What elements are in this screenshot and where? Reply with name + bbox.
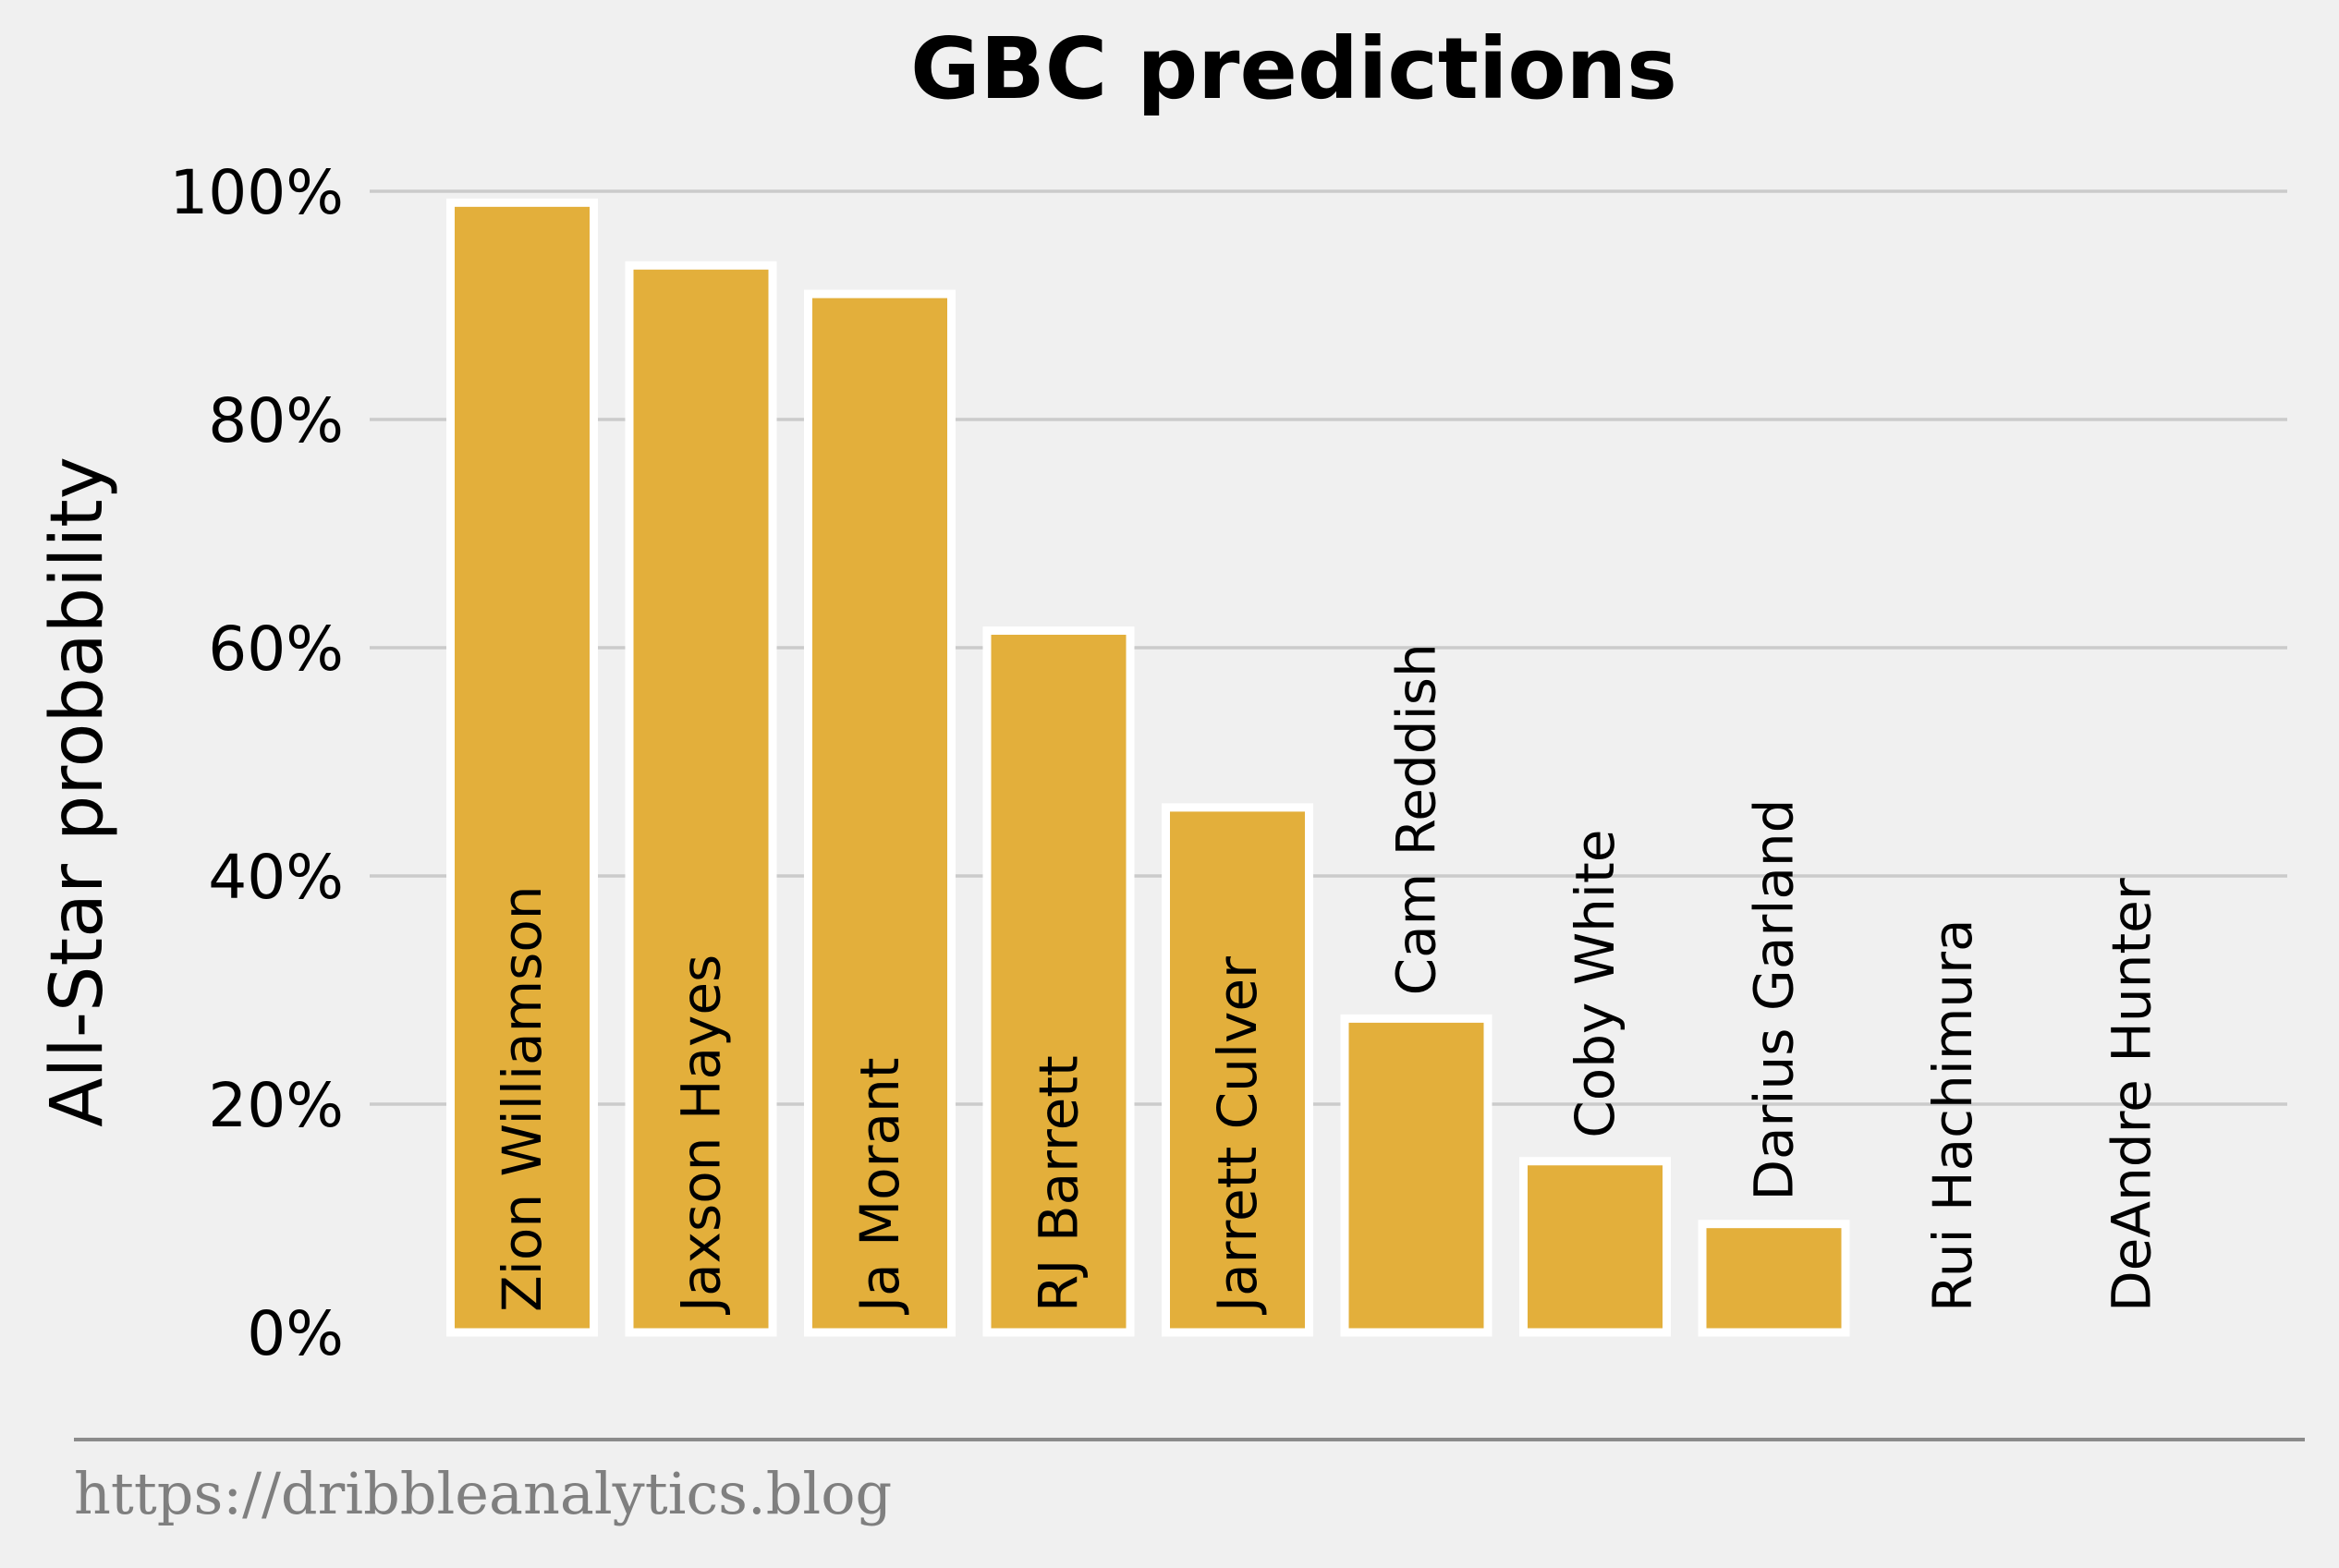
bar-label: Ja Morant (848, 1058, 911, 1316)
bar (1340, 1014, 1492, 1337)
source-credit: https://dribbleanalytics.blog (74, 1460, 892, 1527)
y-tick-label: 100% (169, 157, 344, 228)
bar-label: Cam Reddish (1385, 643, 1448, 995)
chart-title: GBC predictions (910, 19, 1677, 118)
bar (982, 626, 1135, 1337)
bar (625, 261, 777, 1337)
bar-label: DeAndre Hunter (2101, 878, 2163, 1312)
bar-label: Coby White (1564, 830, 1626, 1138)
bar (1698, 1220, 1850, 1337)
y-tick-label: 0% (247, 1298, 344, 1369)
y-tick-label: 20% (208, 1070, 344, 1141)
y-tick-label: 40% (208, 842, 344, 913)
bar-labels: Zion Williamson Jaxson Hayes Ja Morant RJ B… (491, 643, 2163, 1315)
y-axis-label: All-Star probability (36, 456, 119, 1127)
bar-label: Darius Garland (1743, 799, 1806, 1201)
bar-label: Zion Williamson (491, 885, 554, 1312)
bar (446, 198, 598, 1337)
y-tick-label: 80% (208, 385, 344, 456)
bar-label: Jarrett Culver (1206, 956, 1269, 1315)
bars (446, 198, 1850, 1337)
bar-label: Rui Hachimura (1921, 918, 1984, 1312)
bar (1162, 803, 1313, 1337)
bar-label: Jaxson Hayes (670, 954, 733, 1315)
y-tick-labels: 0% 20% 40% 60% 80% 100% (169, 157, 344, 1369)
bar (804, 289, 956, 1337)
y-tick-label: 60% (208, 614, 344, 685)
bar (1519, 1157, 1671, 1337)
bar-label: RJ Barrett (1028, 1055, 1090, 1312)
